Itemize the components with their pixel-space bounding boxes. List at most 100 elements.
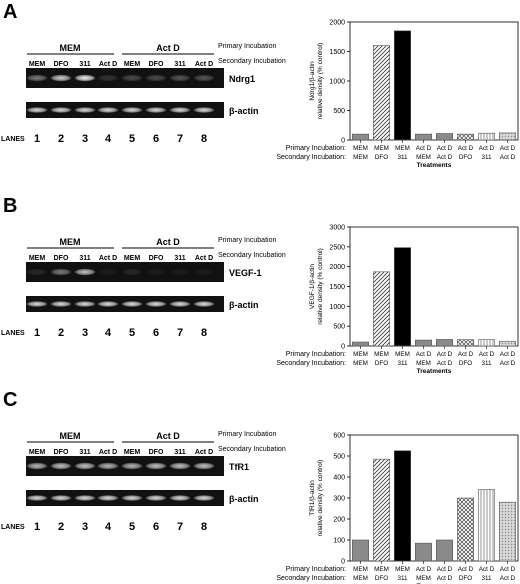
actin-band — [145, 301, 167, 307]
primary-incubation-label: Primary Incubation — [218, 431, 276, 438]
lane-number: 4 — [105, 521, 112, 533]
y-tick-label: 200 — [333, 517, 345, 524]
x-tick-label-primary: Act D — [479, 145, 495, 152]
lane-label: MEM — [124, 255, 141, 262]
panel-letter: B — [3, 195, 17, 217]
lane-label: Act D — [99, 61, 117, 68]
secondary-axis-label: Secondary Incubation: — [276, 575, 346, 582]
x-tick-label-secondary: 311 — [481, 154, 492, 161]
lane-label: MEM — [124, 61, 141, 68]
actin-band — [169, 107, 191, 113]
gene-band — [50, 462, 72, 470]
panel-b: B MEM Act D MEM DFO 311 Act D MEM DFO 311 Act D Pri… — [1, 195, 519, 375]
lane-number: 7 — [177, 327, 183, 339]
lanes-label: LANES — [1, 136, 25, 143]
bar-chart: 0 100 200 300 400 500 600 TfR1/β-actin relative … — [276, 433, 519, 584]
y-tick-label: 1000 — [329, 79, 345, 86]
x-tick-label-primary: Act D — [500, 351, 516, 358]
x-tick-label-primary: Act D — [500, 145, 516, 152]
gene-band — [26, 268, 48, 276]
panel-a: A MEM Act D MEM DFO 311 Act D MEM DFO 311 Act D Pri… — [1, 1, 519, 169]
x-tick-label-secondary: Act D — [500, 154, 516, 161]
gene-band — [97, 268, 119, 276]
gene-band — [169, 462, 191, 470]
lanes-label: LANES — [1, 524, 25, 531]
group-label-mem: MEM — [60, 237, 81, 247]
group-label-mem: MEM — [60, 431, 81, 441]
bar — [478, 132, 495, 141]
secondary-incubation-label: Secondary Incubation — [218, 252, 286, 259]
gene-band — [145, 268, 167, 276]
actin-label: β-actin — [229, 300, 259, 310]
x-tick-label-primary: Act D — [416, 351, 432, 358]
lane-number: 3 — [82, 133, 88, 145]
x-tick-label-primary: Act D — [458, 351, 474, 358]
lane-number: 5 — [129, 521, 135, 533]
x-tick-label-secondary: Act D — [437, 360, 453, 367]
actin-label: β-actin — [229, 494, 259, 504]
x-tick-label-primary: Act D — [458, 145, 474, 152]
y-tick-label: 100 — [333, 538, 345, 545]
x-tick-label-secondary: Act D — [437, 154, 453, 161]
bar — [415, 133, 432, 141]
y-tick-label: 0 — [341, 344, 345, 351]
bar — [373, 458, 390, 562]
y-axis-label: Ndrg1/β-actin — [309, 61, 316, 101]
bar — [352, 133, 369, 141]
lane-label: MEM — [29, 449, 46, 456]
lane-label: 311 — [79, 449, 90, 456]
y-tick-label: 1500 — [329, 284, 345, 291]
x-tick-label-secondary: MEM — [353, 360, 368, 367]
lane-label: Act D — [99, 449, 117, 456]
lane-number: 6 — [153, 521, 159, 533]
x-tick-label-secondary: DFO — [375, 360, 388, 367]
x-tick-label-secondary: 311 — [481, 575, 492, 582]
x-tick-label-secondary: MEM — [353, 575, 368, 582]
x-tick-label-primary: Act D — [437, 351, 453, 358]
lane-number: 6 — [153, 327, 159, 339]
x-tick-label-secondary: Act D — [437, 575, 453, 582]
lane-label: DFO — [54, 61, 69, 68]
bar — [478, 489, 495, 562]
y-tick-label: 1000 — [329, 304, 345, 311]
group-label-actd: Act D — [156, 43, 180, 53]
actin-band — [26, 495, 48, 501]
x-tick-label-secondary: Act D — [500, 360, 516, 367]
y-axis-label: VEGF-1/β-actin — [309, 264, 316, 309]
lane-label: MEM — [29, 61, 46, 68]
x-tick-label-secondary: 311 — [397, 575, 408, 582]
actin-band — [193, 495, 215, 501]
primary-incubation-label: Primary Incubation — [218, 237, 276, 244]
x-tick-label-primary: MEM — [374, 351, 389, 358]
gene-label: TfR1 — [229, 462, 249, 472]
x-tick-label-secondary: 311 — [397, 360, 408, 367]
gene-band — [50, 74, 72, 82]
lane-label: 311 — [79, 255, 90, 262]
primary-axis-label: Primary Incubation: — [286, 566, 346, 573]
actin-band — [169, 495, 191, 501]
lane-label: Act D — [99, 255, 117, 262]
x-tick-label-secondary: DFO — [375, 575, 388, 582]
bar — [394, 247, 411, 347]
x-tick-label-secondary: DFO — [459, 154, 472, 161]
y-axis-label: relative density (% control) — [317, 460, 324, 537]
bar — [352, 539, 369, 562]
lane-number: 3 — [82, 327, 88, 339]
y-tick-label: 500 — [333, 454, 345, 461]
gene-band — [50, 268, 72, 276]
panel-letter: A — [3, 1, 17, 23]
primary-axis-label: Primary Incubation: — [286, 351, 346, 358]
x-tick-label-primary: MEM — [395, 145, 410, 152]
gene-band — [97, 462, 119, 470]
bar — [373, 271, 390, 347]
y-tick-label: 0 — [341, 138, 345, 145]
y-tick-label: 2500 — [329, 244, 345, 251]
x-tick-label-primary: MEM — [353, 566, 368, 573]
lane-number: 1 — [34, 521, 40, 533]
y-tick-label: 300 — [333, 496, 345, 503]
lane-label: Act D — [195, 61, 213, 68]
x-axis-label: Treatments — [417, 368, 452, 375]
bar — [499, 340, 516, 347]
actin-band — [121, 107, 143, 113]
